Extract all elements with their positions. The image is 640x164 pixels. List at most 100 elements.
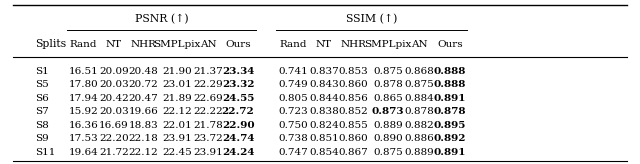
- Text: 22.12: 22.12: [129, 148, 158, 156]
- Text: 0.878: 0.878: [373, 80, 403, 89]
- Text: 23.32: 23.32: [222, 80, 254, 89]
- Text: 20.72: 20.72: [129, 80, 158, 89]
- Text: 0.750: 0.750: [278, 121, 308, 130]
- Text: 23.91: 23.91: [193, 148, 223, 156]
- Text: NHR: NHR: [340, 40, 366, 49]
- Text: AN: AN: [200, 40, 216, 49]
- Text: 19.64: 19.64: [68, 148, 98, 156]
- Text: 22.90: 22.90: [222, 121, 254, 130]
- Text: Rand: Rand: [70, 40, 97, 49]
- Text: 17.80: 17.80: [68, 80, 98, 89]
- Text: 22.22: 22.22: [193, 107, 223, 116]
- Text: PSNR (↑): PSNR (↑): [135, 14, 188, 24]
- Text: 22.72: 22.72: [221, 107, 255, 116]
- Text: 20.09: 20.09: [99, 67, 129, 76]
- Text: 20.47: 20.47: [129, 94, 158, 103]
- Text: 19.66: 19.66: [129, 107, 158, 116]
- Text: 22.20: 22.20: [99, 134, 129, 143]
- Text: 0.891: 0.891: [434, 148, 466, 156]
- Text: NHR: NHR: [131, 40, 156, 49]
- Text: 0.747: 0.747: [278, 148, 308, 156]
- Text: 0.875: 0.875: [373, 148, 403, 156]
- Text: 0.875: 0.875: [373, 67, 403, 76]
- Text: 0.860: 0.860: [339, 134, 368, 143]
- Text: 16.69: 16.69: [99, 121, 129, 130]
- Text: 24.74: 24.74: [222, 134, 254, 143]
- Text: 0.855: 0.855: [339, 121, 368, 130]
- Text: 0.895: 0.895: [434, 121, 466, 130]
- Text: SSIM (↑): SSIM (↑): [346, 14, 397, 24]
- Text: 0.888: 0.888: [434, 80, 466, 89]
- Text: 0.843: 0.843: [309, 80, 339, 89]
- Text: 22.29: 22.29: [193, 80, 223, 89]
- Text: 16.36: 16.36: [68, 121, 98, 130]
- Text: 15.92: 15.92: [68, 107, 98, 116]
- Text: 0.805: 0.805: [278, 94, 308, 103]
- Text: 0.886: 0.886: [404, 134, 434, 143]
- Text: 20.03: 20.03: [99, 80, 129, 89]
- Text: 22.12: 22.12: [163, 107, 192, 116]
- Text: 0.873: 0.873: [372, 107, 404, 116]
- Text: SMPLpix: SMPLpix: [364, 40, 412, 49]
- Text: 20.03: 20.03: [99, 107, 129, 116]
- Text: 0.854: 0.854: [309, 148, 339, 156]
- Text: 0.723: 0.723: [278, 107, 308, 116]
- Text: 0.844: 0.844: [309, 94, 339, 103]
- Text: 0.851: 0.851: [309, 134, 339, 143]
- Text: 17.94: 17.94: [68, 94, 98, 103]
- Text: 23.72: 23.72: [193, 134, 223, 143]
- Text: 0.888: 0.888: [434, 67, 466, 76]
- Text: 0.860: 0.860: [339, 80, 368, 89]
- Text: SMPLpix: SMPLpix: [154, 40, 201, 49]
- Text: 23.01: 23.01: [163, 80, 192, 89]
- Text: 21.78: 21.78: [193, 121, 223, 130]
- Text: Rand: Rand: [280, 40, 307, 49]
- Text: 18.83: 18.83: [129, 121, 158, 130]
- Text: 22.69: 22.69: [193, 94, 223, 103]
- Text: 20.48: 20.48: [129, 67, 158, 76]
- Text: NT: NT: [106, 40, 122, 49]
- Text: S8: S8: [35, 121, 49, 130]
- Text: Ours: Ours: [437, 40, 463, 49]
- Text: S5: S5: [35, 80, 49, 89]
- Text: S7: S7: [35, 107, 49, 116]
- Text: S1: S1: [35, 67, 49, 76]
- Text: S6: S6: [35, 94, 49, 103]
- Text: 0.853: 0.853: [339, 67, 368, 76]
- Text: 21.90: 21.90: [163, 67, 192, 76]
- Text: 0.838: 0.838: [309, 107, 339, 116]
- Text: 0.865: 0.865: [373, 94, 403, 103]
- Text: AN: AN: [411, 40, 428, 49]
- Text: Ours: Ours: [225, 40, 251, 49]
- Text: 22.45: 22.45: [163, 148, 192, 156]
- Text: 0.741: 0.741: [278, 67, 308, 76]
- Text: 0.867: 0.867: [339, 148, 368, 156]
- Text: 0.738: 0.738: [278, 134, 308, 143]
- Text: 0.749: 0.749: [278, 80, 308, 89]
- Text: 0.852: 0.852: [339, 107, 368, 116]
- Text: 24.24: 24.24: [222, 148, 254, 156]
- Text: NT: NT: [316, 40, 332, 49]
- Text: 17.53: 17.53: [68, 134, 98, 143]
- Text: 0.824: 0.824: [309, 121, 339, 130]
- Text: 20.42: 20.42: [99, 94, 129, 103]
- Text: 23.34: 23.34: [222, 67, 254, 76]
- Text: 0.878: 0.878: [434, 107, 466, 116]
- Text: 0.878: 0.878: [404, 107, 434, 116]
- Text: 21.89: 21.89: [163, 94, 192, 103]
- Text: 22.18: 22.18: [129, 134, 158, 143]
- Text: 0.884: 0.884: [404, 94, 434, 103]
- Text: 16.51: 16.51: [68, 67, 98, 76]
- Text: 0.882: 0.882: [404, 121, 434, 130]
- Text: 23.91: 23.91: [163, 134, 192, 143]
- Text: 0.892: 0.892: [434, 134, 466, 143]
- Text: 0.890: 0.890: [373, 134, 403, 143]
- Text: 0.837: 0.837: [309, 67, 339, 76]
- Text: S11: S11: [35, 148, 56, 156]
- Text: 21.37: 21.37: [193, 67, 223, 76]
- Text: S9: S9: [35, 134, 49, 143]
- Text: 0.856: 0.856: [339, 94, 368, 103]
- Text: 0.891: 0.891: [434, 94, 466, 103]
- Text: 24.55: 24.55: [222, 94, 254, 103]
- Text: 22.01: 22.01: [163, 121, 192, 130]
